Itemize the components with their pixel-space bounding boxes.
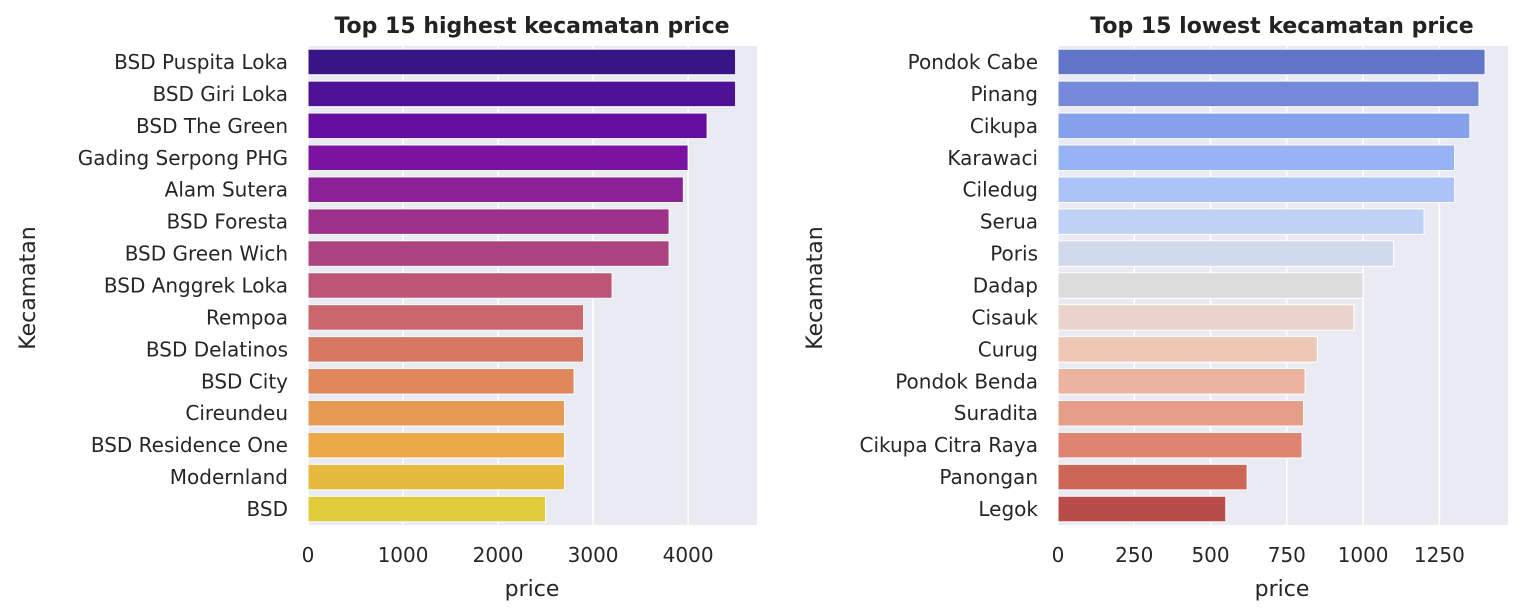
category-label: BSD Foresta [167,210,288,234]
category-label: Rempoa [206,305,288,329]
bar-highest [307,368,575,395]
bar-lowest [1057,240,1395,267]
category-label: Alam Sutera [165,178,288,202]
category-label: Pondok Benda [895,369,1038,393]
bar-highest [307,80,737,108]
category-label: BSD The Green [136,114,288,138]
bars-highest [307,48,737,523]
category-label: Panongan [939,465,1038,489]
x-tick-labels-lowest: 0 250 500 750 1000 1250 [1052,543,1465,567]
x-tick-label: 2000 [473,543,524,567]
x-tick-labels-highest: 0 1000 2000 3000 4000 [302,543,714,567]
category-label: Pondok Cabe [908,50,1038,74]
category-label: Pinang [971,82,1038,106]
bar-highest [307,304,585,331]
x-tick-label: 0 [302,543,315,567]
category-label: BSD Residence One [91,433,288,457]
category-labels-lowest: Pondok Cabe Pinang Cikupa Karawaci Ciledug Se… [860,50,1039,521]
bar-highest [307,431,566,459]
category-label: Legok [978,497,1038,521]
bar-lowest [1057,368,1306,395]
category-label: Ciledug [963,178,1038,202]
category-label: Suradita [954,401,1038,425]
x-tick-label: 4000 [663,543,714,567]
bar-lowest [1057,431,1303,459]
bar-highest [307,208,670,235]
category-label: Poris [990,242,1038,266]
category-label: Cireundeu [185,401,288,425]
bar-highest [307,240,670,267]
bar-lowest [1057,463,1248,491]
bar-lowest [1057,336,1318,363]
category-labels-highest: BSD Puspita Loka BSD Giri Loka BSD The Gre… [78,50,288,521]
bar-lowest [1057,399,1305,427]
category-label: Cisauk [972,305,1039,329]
x-tick-label: 3000 [568,543,619,567]
x-axis-label-lowest: price [1255,577,1310,602]
category-label: Cikupa [970,114,1038,138]
x-axis-label-highest: price [505,577,560,602]
x-tick-label: 500 [1191,543,1229,567]
x-tick-label: 750 [1268,543,1306,567]
y-axis-label-lowest: Kecamatan [803,226,828,349]
bar-highest [307,48,737,76]
bar-lowest [1057,144,1456,172]
bar-lowest [1057,80,1480,108]
bar-lowest [1057,176,1456,203]
chart-lowest: Pondok Cabe Pinang Cikupa Karawaci Ciledug Se… [803,14,1508,602]
bar-highest [307,144,689,172]
category-label: Dadap [973,274,1038,298]
bars-lowest [1057,48,1486,523]
bar-highest [307,463,566,491]
category-label: BSD Giri Loka [152,82,288,106]
bar-highest [307,336,585,363]
bar-lowest [1057,112,1471,140]
x-tick-label: 1000 [378,543,429,567]
category-label: BSD Green Wich [125,242,288,266]
bar-highest [307,112,708,140]
category-label: Curug [978,337,1038,361]
category-label: Modernland [170,465,288,489]
bar-lowest [1057,48,1486,76]
bar-highest [307,399,566,427]
category-label: BSD Anggrek Loka [104,274,288,298]
bar-lowest [1057,208,1425,235]
bar-highest [307,176,684,203]
bar-lowest [1057,495,1227,523]
chart-highest: BSD Puspita Loka BSD Giri Loka BSD The Gre… [16,14,757,602]
chart-title-lowest: Top 15 lowest kecamatan price [1090,14,1473,39]
x-tick-label: 1000 [1338,543,1389,567]
bar-lowest [1057,272,1364,299]
category-label: Karawaci [947,146,1038,170]
category-label: Serua [980,210,1038,234]
category-label: BSD [247,497,288,521]
y-axis-label-highest: Kecamatan [16,226,41,349]
bar-highest [307,272,613,299]
x-tick-label: 250 [1115,543,1153,567]
bar-lowest [1057,304,1355,331]
x-tick-label: 1250 [1414,543,1465,567]
category-label: BSD City [201,369,288,393]
x-tick-label: 0 [1052,543,1065,567]
bar-highest [307,495,547,523]
category-label: BSD Puspita Loka [114,50,288,74]
category-label: BSD Delatinos [146,337,288,361]
chart-title-highest: Top 15 highest kecamatan price [334,14,729,39]
category-label: Gading Serpong PHG [78,146,288,170]
category-label: Cikupa Citra Raya [860,433,1038,457]
